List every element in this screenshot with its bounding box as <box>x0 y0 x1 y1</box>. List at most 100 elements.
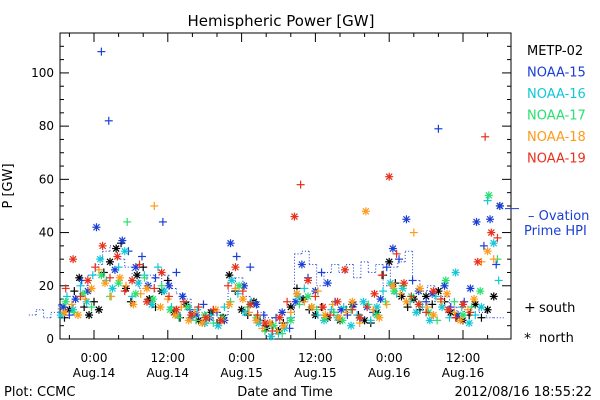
legend-entry: NOAA-15 <box>527 66 586 81</box>
north-point <box>415 284 424 293</box>
point-stroke <box>239 295 247 303</box>
north-point <box>74 311 83 320</box>
south-point <box>408 276 417 285</box>
north-point <box>172 305 181 314</box>
point-stroke <box>252 316 260 324</box>
north-point <box>267 332 276 341</box>
south-point <box>91 263 100 272</box>
point-stroke <box>143 298 151 306</box>
south-point <box>436 295 445 304</box>
point-stroke <box>240 282 248 290</box>
south-point <box>278 329 287 338</box>
north-point <box>113 252 122 261</box>
north-point <box>226 239 235 248</box>
north-point <box>470 295 479 304</box>
point-stroke <box>398 293 405 300</box>
point-stroke <box>335 314 343 322</box>
north-point <box>114 279 123 288</box>
north-point <box>483 305 492 314</box>
point-stroke <box>293 290 301 298</box>
legend-entry: NOAA-18 <box>527 130 586 145</box>
north-point <box>60 308 69 317</box>
point-stroke <box>308 303 316 311</box>
north-point <box>355 313 364 322</box>
point-stroke <box>442 277 450 284</box>
point-stroke <box>165 282 173 290</box>
north-point <box>459 311 467 320</box>
south-point <box>62 292 71 301</box>
north-point <box>472 217 481 226</box>
point-stroke <box>400 279 408 287</box>
point-stroke <box>69 306 77 314</box>
south-point <box>105 273 114 282</box>
legend: METP-02 NOAA-15 NOAA-16 NOAA-17 NOAA-18 NOAA-… <box>527 44 586 167</box>
point-stroke <box>84 287 92 295</box>
chart-title: Hemispheric Power [GW] <box>188 12 375 30</box>
north-point <box>489 292 498 301</box>
south-point <box>199 300 208 309</box>
point-stroke <box>430 287 437 295</box>
south-point <box>466 308 475 317</box>
north-point <box>440 281 449 290</box>
point-stroke <box>261 319 269 327</box>
south-point <box>494 276 503 285</box>
x-tick-date-label: Aug.14 <box>147 366 190 380</box>
south-point <box>313 287 322 296</box>
point-stroke <box>484 306 492 314</box>
point-stroke <box>99 242 107 250</box>
x-tick-time-label: 12:00 <box>298 351 333 365</box>
south-point <box>246 263 255 272</box>
legend-entry: METP-02 <box>527 44 583 59</box>
south-point <box>342 308 351 317</box>
point-stroke <box>133 271 141 279</box>
point-stroke <box>227 239 234 247</box>
point-stroke <box>101 279 109 287</box>
south-point <box>157 281 166 290</box>
north-point <box>198 319 207 328</box>
south-point <box>179 297 188 306</box>
south-point <box>392 249 401 258</box>
north-point <box>487 228 496 237</box>
north-point <box>477 303 486 312</box>
north-point <box>279 321 288 330</box>
legend-entry: NOAA-19 <box>527 152 586 167</box>
north-point <box>465 319 474 328</box>
ovation-hpi-series <box>28 208 519 329</box>
south-point <box>61 284 70 293</box>
footer-credit: Plot: CCMC <box>4 385 75 400</box>
y-axis: 0 20 40 60 80 100 <box>31 45 511 346</box>
north-point <box>96 255 105 264</box>
north-point <box>484 191 493 200</box>
south-point <box>150 284 159 293</box>
south-point <box>396 289 405 298</box>
north-point <box>87 284 96 293</box>
point-stroke <box>486 215 494 223</box>
south-point <box>97 47 106 56</box>
south-point <box>479 241 488 250</box>
point-stroke <box>279 322 287 330</box>
north-point <box>275 313 284 322</box>
south-point <box>231 284 240 293</box>
south-point <box>313 311 322 320</box>
point-stroke <box>225 300 233 308</box>
south-point <box>409 228 418 237</box>
south-marker-label: south <box>539 301 575 316</box>
point-stroke <box>474 258 482 266</box>
point-stroke <box>443 290 451 298</box>
north-point <box>142 297 151 306</box>
north-marker-glyph: * <box>524 331 531 347</box>
south-point <box>76 281 85 290</box>
point-stroke <box>118 237 126 244</box>
y-tick-label: 20 <box>39 279 54 293</box>
south-point <box>471 311 480 320</box>
point-stroke <box>148 300 156 308</box>
north-point <box>157 268 166 277</box>
x-tick-date-label: Aug.16 <box>368 366 411 380</box>
point-stroke <box>198 319 206 327</box>
point-stroke <box>72 295 79 303</box>
north-point <box>105 257 114 266</box>
north-point <box>334 313 343 322</box>
north-point <box>225 300 234 309</box>
point-stroke <box>128 277 136 284</box>
